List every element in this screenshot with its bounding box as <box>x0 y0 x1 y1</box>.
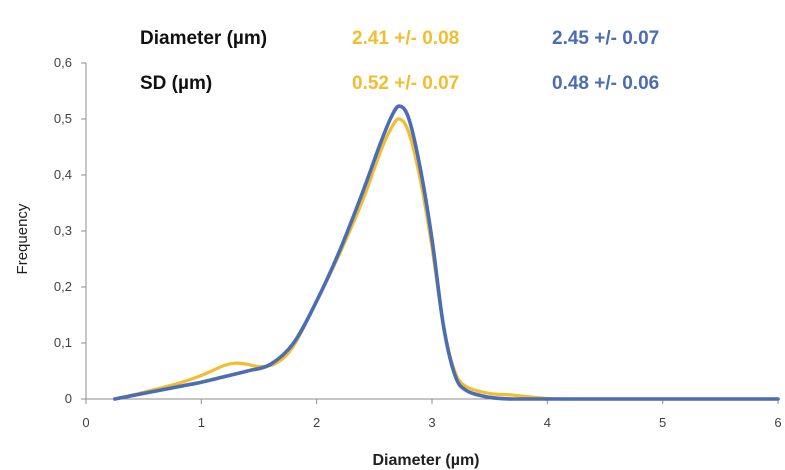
annotation-value: 2.41 +/- 0.08 <box>352 28 459 49</box>
x-tick-label: 3 <box>428 415 435 430</box>
x-tick-label: 6 <box>774 415 781 430</box>
axes: 0 0,1 0,2 0,3 0,4 0,5 0,6 0 1 2 3 4 5 6 <box>54 55 782 430</box>
y-tick-label: 0,2 <box>54 279 72 294</box>
x-tick-label: 5 <box>659 415 666 430</box>
annotation-row-label: Diameter (µm) <box>140 28 267 49</box>
y-tick-label: 0,5 <box>54 111 72 126</box>
x-tick-label: 4 <box>544 415 551 430</box>
y-tick-label: 0 <box>65 391 72 406</box>
x-tick-label: 2 <box>313 415 320 430</box>
annotation-value: 0.48 +/- 0.06 <box>552 73 659 94</box>
annotations: Diameter (µm) 2.41 +/- 0.08 2.45 +/- 0.07 S… <box>140 28 659 94</box>
y-tick-label: 0,4 <box>54 167 72 182</box>
series-line-1 <box>113 117 780 401</box>
annotation-row-label: SD (µm) <box>140 73 212 94</box>
annotation-value: 2.45 +/- 0.07 <box>552 28 659 49</box>
x-tick-label: 1 <box>198 415 205 430</box>
plot-lines <box>113 104 780 401</box>
y-tick-label: 0,6 <box>54 55 72 70</box>
series-line-2 <box>113 104 780 401</box>
y-axis-title: Frequency <box>14 203 31 274</box>
y-tick-label: 0,1 <box>54 335 72 350</box>
annotation-value: 0.52 +/- 0.07 <box>352 73 459 94</box>
x-tick-label: 0 <box>82 415 89 430</box>
y-tick-label: 0,3 <box>54 223 72 238</box>
x-axis-title: Diameter (µm) <box>372 452 479 469</box>
